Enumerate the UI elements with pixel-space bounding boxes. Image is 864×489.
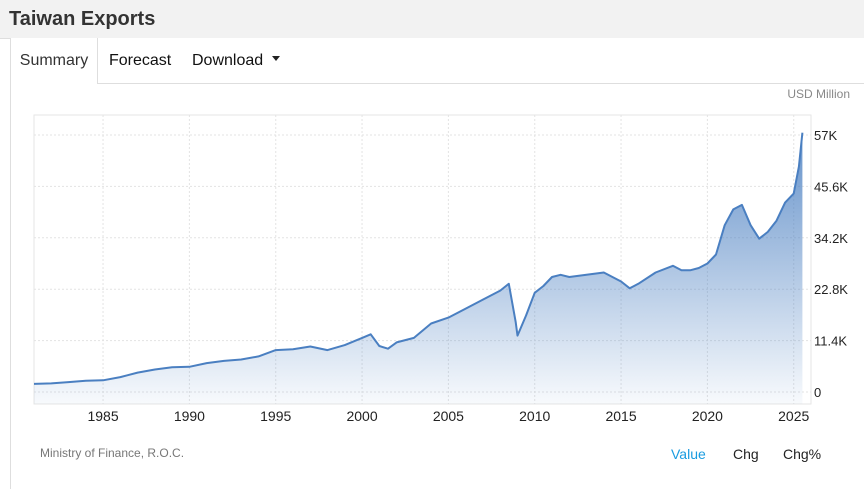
view-value-button[interactable]: Value: [671, 446, 706, 462]
y-tick-label: 0: [814, 385, 821, 400]
page-title: Taiwan Exports: [9, 8, 156, 30]
series-line: [33, 132, 804, 385]
y-axis: 0 11.4K 22.8K 34.2K 45.6K 57K: [814, 128, 848, 400]
series-area: [34, 132, 803, 404]
y-tick-label: 57K: [814, 128, 837, 143]
x-tick-label: 2000: [346, 408, 377, 424]
tab-bar: Summary Forecast Download: [10, 38, 864, 84]
view-chg-button[interactable]: Chg: [733, 446, 759, 462]
source-label: Ministry of Finance, R.O.C.: [40, 446, 185, 460]
y-tick-label: 22.8K: [814, 282, 848, 297]
x-tick-label: 2020: [692, 408, 723, 424]
x-tick-label: 1990: [174, 408, 205, 424]
tab-forecast[interactable]: Forecast: [109, 52, 172, 69]
y-tick-label: 11.4K: [814, 334, 847, 349]
x-tick-label: 2005: [433, 408, 464, 424]
x-axis: 1985 1990 1995 2000 2005 2010 2015 2020 2025: [87, 408, 809, 424]
x-tick-label: 2015: [605, 408, 636, 424]
y-tick-label: 34.2K: [814, 231, 848, 246]
tab-summary[interactable]: Summary: [10, 38, 98, 84]
x-tick-label: 1995: [260, 408, 291, 424]
caret-down-icon: [272, 56, 281, 62]
chart-unit-label: USD Million: [787, 87, 850, 101]
tab-download[interactable]: Download: [192, 38, 281, 83]
view-chgpct-button[interactable]: Chg%: [783, 446, 822, 462]
x-tick-label: 2010: [519, 408, 550, 424]
y-tick-label: 45.6K: [814, 179, 848, 194]
x-tick-label: 2025: [778, 408, 809, 424]
tab-download-label: Download: [192, 52, 264, 69]
x-tick-label: 1985: [87, 408, 118, 424]
